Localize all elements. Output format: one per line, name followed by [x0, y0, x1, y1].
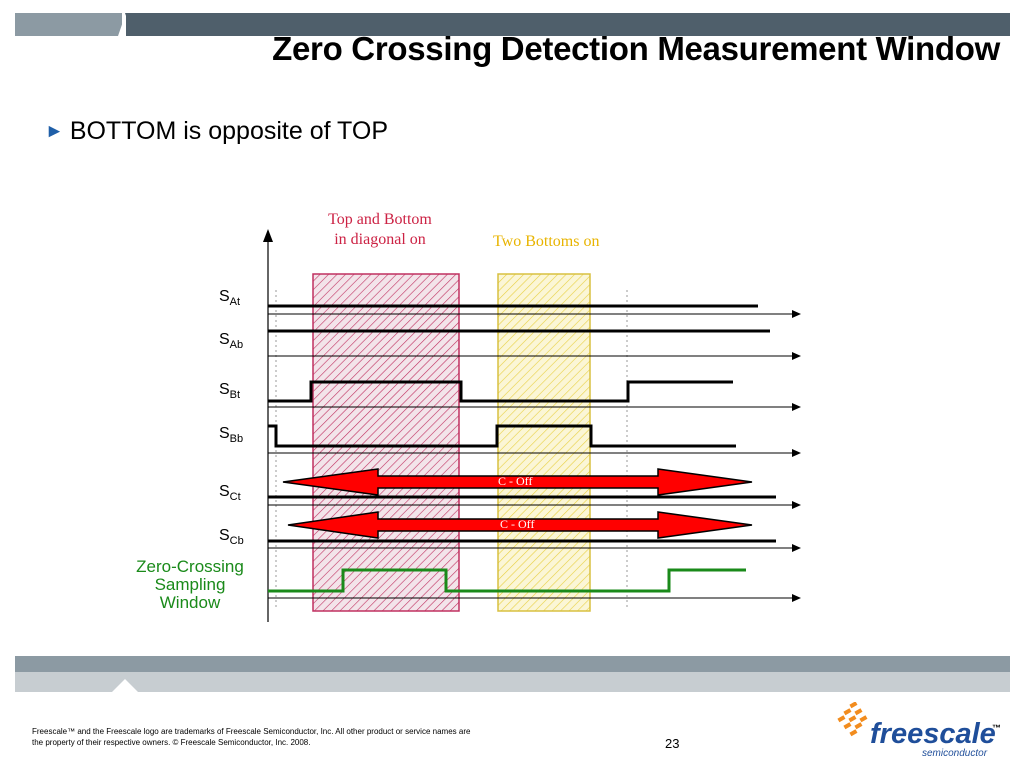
zero-crossing-label: Zero-Crossing Sampling Window — [110, 558, 270, 612]
c-off-arrow-ct — [282, 468, 753, 496]
c-off-label-cb: C - Off — [500, 517, 535, 531]
time-axis-arrowheads — [792, 310, 801, 602]
yellow-window — [497, 273, 591, 612]
waveform-sbb — [268, 424, 736, 448]
pink-window — [312, 273, 460, 612]
annotation-two-bottoms: Two Bottoms on — [493, 233, 600, 250]
zero-crossing-label-line: Window — [159, 593, 221, 612]
signal-label-sct: SCt — [219, 483, 241, 504]
waveform-sbt — [268, 380, 733, 403]
zero-crossing-label-line: Sampling — [154, 575, 226, 594]
legal-line: Freescale™ and the Freescale logo are tr… — [32, 727, 471, 736]
freescale-logo-icon — [837, 702, 868, 737]
annotation-top-and-bottom: Top and Bottom in diagonal on — [300, 210, 460, 250]
header-bar-left — [15, 13, 122, 36]
header-notch — [118, 13, 126, 36]
zero-crossing-label-line: Zero-Crossing — [136, 557, 244, 576]
bullet-arrow-icon: ► — [45, 121, 64, 142]
logo-subtitle: semiconductor — [922, 748, 988, 759]
header-bar-right — [125, 13, 1010, 36]
footer-legal-text: Freescale™ and the Freescale logo are tr… — [32, 726, 552, 748]
annotation-line: Top and Bottom — [328, 211, 432, 228]
footer-notch — [112, 679, 138, 692]
slide-title: Zero Crossing Detection Measurement Wind… — [272, 30, 1000, 67]
c-off-label-ct: C - Off — [498, 474, 533, 488]
bullet-item: ► BOTTOM is opposite of TOP — [45, 117, 388, 146]
page-number: 23 — [665, 736, 680, 751]
signal-label-scb: SCb — [219, 527, 244, 548]
signal-label-sbt: SBt — [219, 381, 241, 402]
legal-line: the property of their respective owners.… — [32, 738, 311, 747]
annotation-line: in diagonal on — [334, 231, 426, 248]
time-axes — [268, 313, 795, 599]
waveform-zero-crossing — [268, 568, 746, 593]
signal-label-sab: SAb — [219, 331, 244, 352]
c-off-arrow-cb — [287, 511, 753, 539]
signal-label-sat: SAt — [219, 288, 241, 309]
footer-bar-dark — [15, 656, 1010, 672]
footer-bar-light — [15, 672, 1010, 692]
signal-label-sbb: SBb — [219, 425, 244, 446]
logo-wordmark: freescale — [870, 718, 996, 750]
bullet-text: BOTTOM is opposite of TOP — [69, 117, 388, 145]
logo-trademark: ™ — [992, 723, 1001, 733]
y-axis-arrowhead — [263, 229, 273, 242]
